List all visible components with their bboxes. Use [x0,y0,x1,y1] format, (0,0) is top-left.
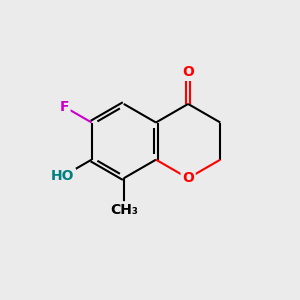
Text: CH₃: CH₃ [110,203,138,217]
Text: O: O [182,65,194,80]
Text: F: F [59,100,69,114]
Text: HO: HO [51,169,74,183]
Text: O: O [182,171,194,185]
